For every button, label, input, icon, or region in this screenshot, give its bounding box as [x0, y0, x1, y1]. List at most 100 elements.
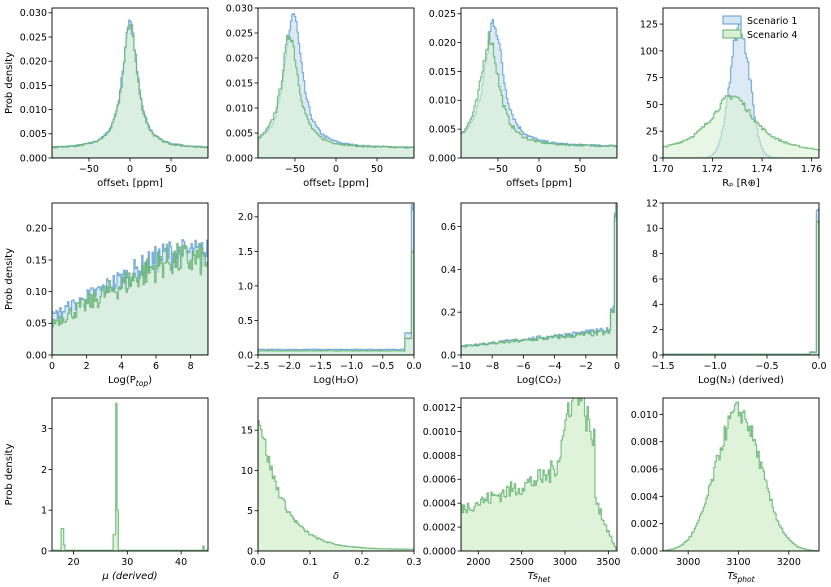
y-tick-label: 0.005 — [226, 128, 253, 139]
x-axis-label: Tshet — [528, 571, 552, 584]
x-tick-label: −2.0 — [278, 361, 301, 372]
y-tick-label: 0.005 — [429, 125, 456, 136]
plot-area — [461, 19, 617, 158]
y-tick-label: 0.0012 — [423, 403, 456, 414]
histogram-scenario-4 — [52, 23, 208, 158]
plot-area — [52, 239, 208, 355]
y-tick-label: 0.0006 — [423, 475, 456, 486]
x-tick-label: 3100 — [726, 557, 750, 568]
y-axis-label: Prob density — [4, 248, 15, 310]
x-axis-label: Log(CO₂) — [517, 375, 562, 386]
plot-area — [461, 398, 617, 551]
y-tick-label: 0.030 — [226, 3, 253, 14]
y-tick-label: 0.010 — [631, 410, 658, 421]
histogram-scenario-4 — [663, 401, 819, 551]
plot-area — [663, 401, 819, 551]
y-tick-label: 12 — [646, 198, 658, 209]
panel-8: −1.5 −1.0 −0.5 0.0 0 2 4 6 8 10 12 Log(N₂) (derived… — [646, 198, 827, 386]
x-tick-label: 0 — [49, 361, 55, 372]
x-tick-label: 2000 — [466, 557, 490, 568]
y-tick-label: 1 — [41, 506, 47, 517]
plot-area — [461, 203, 617, 355]
y-tick-label: 8 — [652, 249, 658, 260]
y-tick-label: 75 — [646, 73, 658, 84]
histogram-scenario-4 — [461, 398, 617, 551]
axes-frame — [460, 397, 618, 552]
y-tick-label: 0.010 — [429, 96, 456, 107]
y-tick-label: 0.0010 — [423, 427, 456, 438]
x-axis-label: Log(N₂) (derived) — [698, 375, 784, 386]
y-tick-label: 125 — [640, 19, 658, 30]
x-tick-label: 20 — [67, 557, 79, 568]
legend-swatch — [722, 29, 742, 39]
x-tick-label: 0 — [333, 164, 339, 175]
axes-frame — [662, 202, 820, 356]
y-tick-label: 0.0002 — [423, 522, 456, 533]
y-tick-label: 0 — [652, 153, 658, 164]
y-tick-label: 4 — [652, 300, 658, 311]
plot-area — [663, 20, 819, 158]
y-tick-label: 0.015 — [429, 67, 456, 78]
y-tick-label: 0.020 — [429, 38, 456, 49]
y-tick-label: 0.010 — [20, 105, 47, 116]
y-tick-label: 15 — [241, 426, 253, 437]
panel-5: 0 2 4 6 8 0.00 0.05 0.10 0.15 0.20 Log(Ptop) Prob d… — [4, 202, 209, 388]
y-tick-label: 0.0004 — [423, 499, 456, 510]
x-tick-label: 50 — [165, 164, 177, 175]
x-tick-label: −0.5 — [755, 361, 778, 372]
x-tick-label: 3000 — [676, 557, 700, 568]
y-tick-label: 0.15 — [26, 255, 47, 266]
panel-10: 0.0 0.1 0.2 0.3 0 5 10 15 δ — [241, 397, 422, 582]
y-tick-label: 0.004 — [631, 492, 658, 503]
x-tick-label: 0 — [536, 164, 542, 175]
histogram-scenario-4 — [663, 220, 819, 355]
y-tick-label: 0.0 — [441, 350, 456, 361]
y-tick-label: 0.0000 — [423, 546, 456, 557]
x-axis-label: δ — [333, 571, 339, 582]
y-tick-label: 0.002 — [631, 519, 658, 530]
axes-frame — [662, 7, 820, 159]
y-tick-label: 0.025 — [226, 28, 253, 39]
x-tick-label: 8 — [188, 361, 194, 372]
y-tick-label: 0.008 — [631, 437, 658, 448]
y-axis-label: Prob density — [4, 443, 15, 505]
y-tick-label: 0 — [41, 546, 47, 557]
x-tick-label: −50 — [79, 164, 99, 175]
legend-swatch — [722, 15, 742, 25]
x-axis-label: μ (derived) — [101, 571, 157, 582]
x-tick-label: 0.0 — [811, 361, 826, 372]
panel-7: −10 −8 −6 −4 −2 0 0.0 0.2 0.4 0.6 Log(CO₂) — [441, 202, 620, 386]
y-tick-label: 0.025 — [20, 32, 47, 43]
x-tick-label: 40 — [175, 557, 187, 568]
panel-3: −50 0 50 0.000 0.005 0.010 0.015 0.020 0.025 offs… — [429, 7, 618, 189]
x-tick-label: 0.0 — [406, 361, 421, 372]
y-tick-label: 0.030 — [20, 8, 47, 19]
x-axis-label: Tsphot — [727, 571, 755, 584]
x-tick-label: 1.72 — [702, 164, 723, 175]
legend-label: Scenario 1 — [747, 16, 797, 27]
histogram-scenario-4 — [461, 203, 617, 355]
histogram-scenario-1 — [258, 204, 414, 355]
y-tick-label: 1.5 — [238, 247, 253, 258]
axes-frame — [662, 397, 820, 552]
y-tick-label: 0.006 — [631, 464, 658, 475]
x-tick-label: 30 — [121, 557, 133, 568]
histogram-scenario-4 — [52, 402, 208, 551]
panel-9: 20 30 40 0 1 2 3 μ (derived) Prob density — [4, 397, 209, 582]
x-tick-label: −0.5 — [371, 361, 394, 372]
x-tick-label: 0.3 — [406, 557, 421, 568]
x-tick-label: 3200 — [777, 557, 801, 568]
y-tick-label: 0.015 — [226, 78, 253, 89]
x-tick-label: 2500 — [510, 557, 534, 568]
x-tick-label: 1.76 — [801, 164, 822, 175]
x-tick-label: 50 — [371, 164, 383, 175]
x-tick-label: −10 — [451, 361, 471, 372]
y-tick-label: 100 — [640, 46, 658, 57]
x-tick-label: −4 — [548, 361, 562, 372]
histogram-scenario-4 — [258, 34, 414, 158]
x-tick-label: 1.70 — [652, 164, 673, 175]
x-axis-label: offset₁ [ppm] — [97, 178, 163, 189]
panel-1: −50 0 50 0.000 0.005 0.010 0.015 0.020 0.025 0.03… — [4, 7, 209, 189]
y-tick-label: 0.000 — [429, 153, 456, 164]
